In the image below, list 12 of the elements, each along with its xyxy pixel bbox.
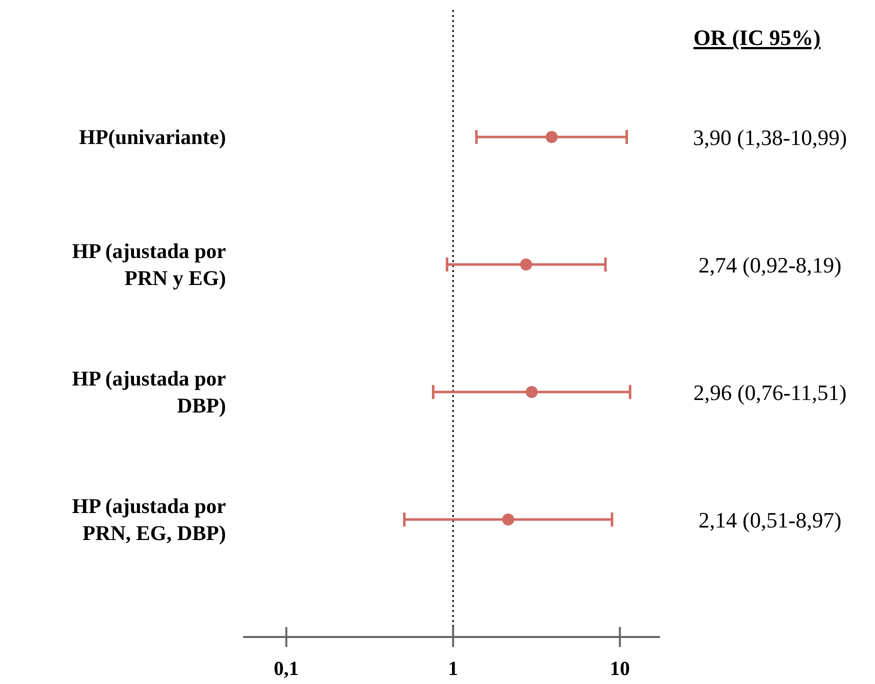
y-tick-label: HP (ajustada por DBP) [72, 366, 226, 418]
x-tick-label: 0,1 [274, 658, 299, 680]
text: OR (IC 95%) [693, 25, 821, 50]
y-tick-label: HP (ajustada por PRN y EG) [72, 239, 226, 290]
data-label: 2,74 (0,92-8,19) [698, 252, 842, 278]
data-label: 3,90 (1,38-10,99) [693, 125, 847, 150]
y-tick-label: HP(univariante) [79, 125, 226, 149]
data-label: 2,96 (0,76-11,51) [693, 380, 847, 405]
data-label: 2,14 (0,51-8,97) [698, 508, 842, 532]
x-tick-label: 10 [610, 658, 630, 680]
x-tick-label: 1 [448, 658, 458, 680]
y-tick-label: HP (ajustada por PRN, EG, DBP) [72, 494, 226, 545]
